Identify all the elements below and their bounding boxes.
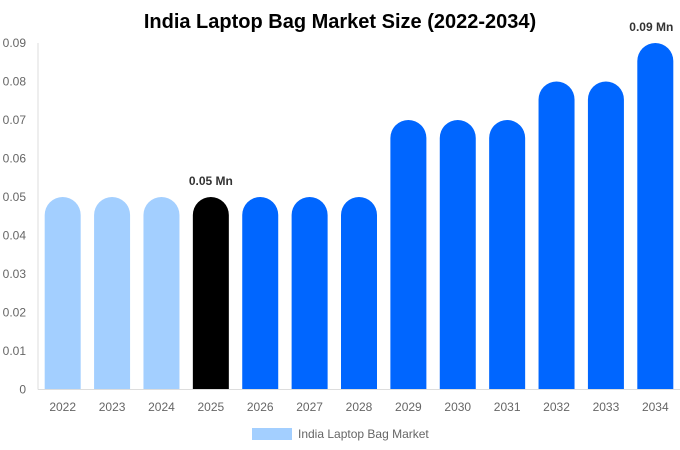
x-tick-label: 2032 [543,400,570,414]
y-tick-label: 0.07 [3,113,27,127]
x-tick-label: 2026 [247,400,274,414]
data-label: 0.09 Mn [629,20,673,34]
x-tick-label: 2034 [642,400,669,414]
x-tick-label: 2028 [346,400,373,414]
bar-2030[interactable] [439,120,476,390]
chart-title: India Laptop Bag Market Size (2022-2034) [144,11,536,33]
bar-2024[interactable] [143,197,180,390]
x-tick-label: 2024 [148,400,175,414]
y-tick-label: 0.09 [3,36,27,50]
bar-2023[interactable] [94,197,131,390]
bar-2029[interactable] [390,120,427,390]
legend-label: India Laptop Bag Market [298,427,429,441]
bar-2031[interactable] [489,119,526,390]
bar-2027[interactable] [291,197,328,390]
bar-2025[interactable] [192,197,229,390]
x-tick-label: 2022 [49,400,76,414]
bar-2022[interactable] [44,197,81,390]
data-label: 0.05 Mn [189,174,233,188]
x-tick-label: 2030 [444,400,471,414]
y-tick-label: 0.06 [3,152,27,166]
bar-2032[interactable] [538,81,575,390]
x-tick-label: 2031 [494,400,521,414]
bar-2033[interactable] [587,81,624,390]
y-tick-label: 0.05 [3,190,27,204]
bar-2026[interactable] [242,197,279,390]
x-tick-label: 2033 [593,400,620,414]
legend-swatch [252,428,292,440]
x-tick-label: 2027 [296,400,323,414]
bar-2028[interactable] [341,197,377,390]
y-tick-label: 0.08 [3,75,27,89]
x-tick-label: 2029 [395,400,422,414]
bar-2034[interactable] [637,43,674,390]
x-tick-label: 2023 [99,400,126,414]
legend[interactable]: India Laptop Bag Market [252,427,429,441]
y-tick-label: 0.04 [3,229,27,243]
y-tick-label: 0 [19,383,26,397]
y-tick-label: 0.03 [3,267,27,281]
x-tick-label: 2025 [197,400,224,414]
y-tick-label: 0.02 [3,306,27,320]
y-tick-label: 0.01 [3,344,27,358]
